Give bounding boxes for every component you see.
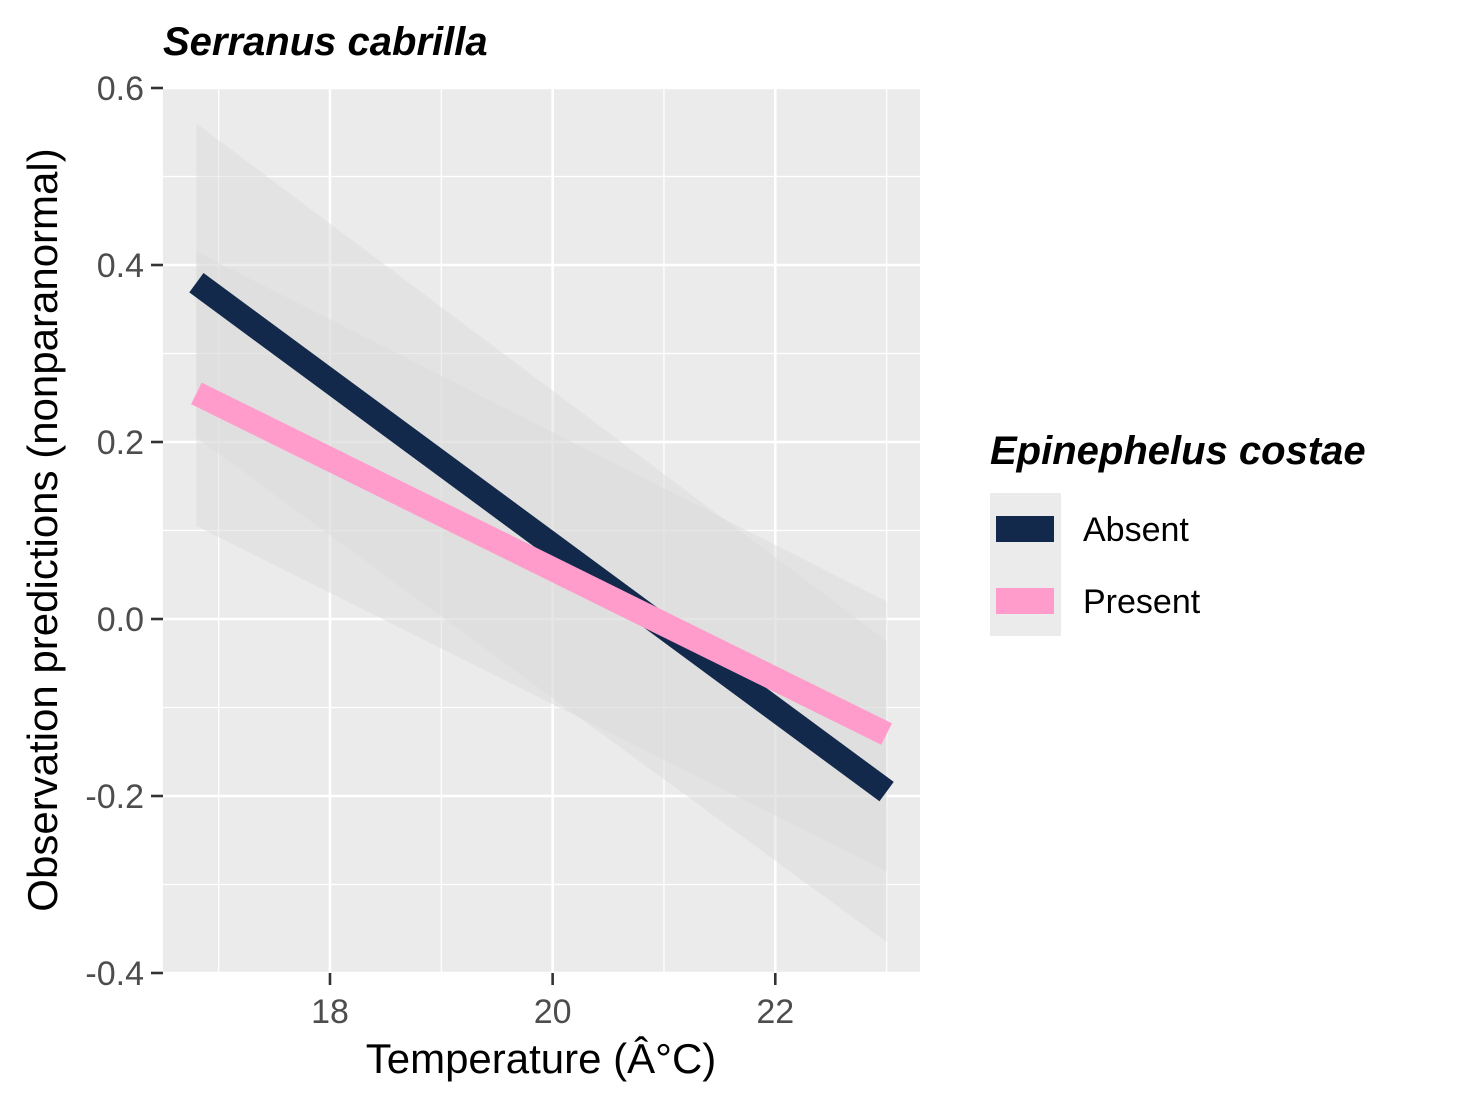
line-present [191, 382, 892, 745]
legend-keys-background [990, 493, 1061, 636]
legend: Epinephelus costae Absent Present [990, 429, 1366, 636]
legend-label-present: Present [1083, 583, 1201, 621]
x-tick-label: 22 [756, 993, 794, 1031]
x-tick-label: 18 [311, 993, 349, 1031]
x-tick-label: 20 [534, 993, 572, 1031]
y-axis: -0.4 -0.2 0.0 0.2 0.4 0.6 [85, 70, 163, 993]
legend-label-absent: Absent [1083, 511, 1189, 549]
legend-key-present [996, 588, 1054, 614]
legend-items: Absent Present [996, 511, 1201, 621]
y-tick-label: 0.6 [97, 70, 144, 108]
y-tick-label: 0.0 [97, 601, 144, 639]
series-lines [189, 273, 894, 802]
chart-title: Serranus cabrilla [163, 20, 488, 64]
y-tick-label: 0.2 [97, 424, 144, 462]
y-tick-label: 0.4 [97, 247, 144, 285]
y-tick-label: -0.2 [85, 778, 144, 816]
legend-key-absent [996, 516, 1054, 542]
y-tick-label: -0.4 [85, 955, 144, 993]
legend-title: Epinephelus costae [990, 429, 1366, 473]
y-axis-title: Observation predictions (nonparanormal) [19, 148, 66, 911]
x-axis: 18 20 22 [311, 973, 794, 1031]
line-absent [189, 273, 894, 802]
x-axis-title: Temperature (Â°C) [366, 1035, 717, 1082]
